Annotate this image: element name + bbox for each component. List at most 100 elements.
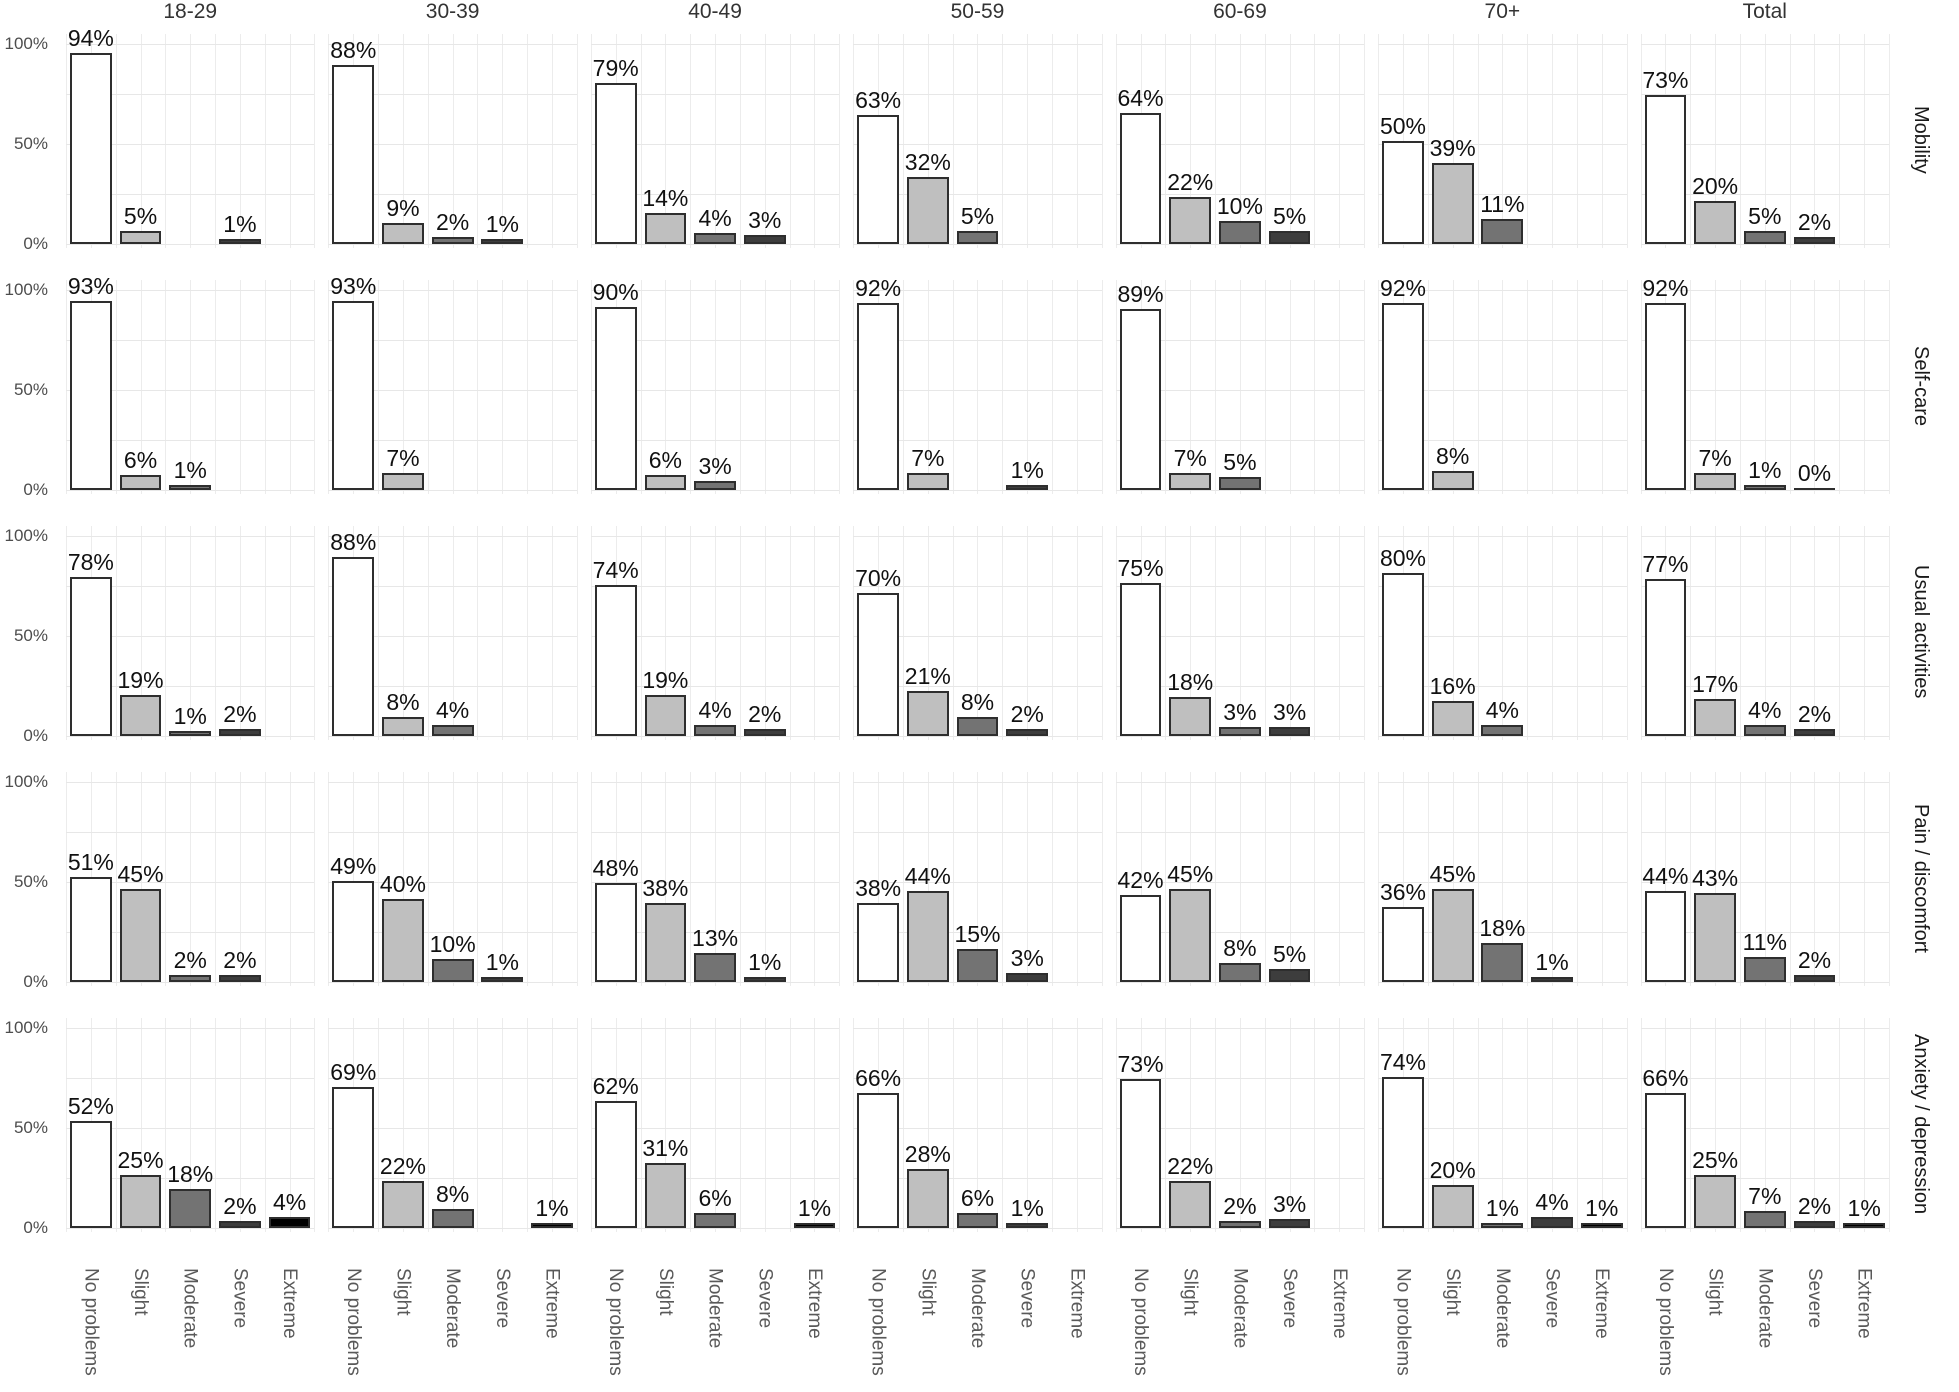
bar-moderate [169, 485, 212, 490]
gridline-vertical [789, 34, 791, 248]
gridline-vertical [839, 1018, 841, 1232]
x-axis-label-slot: Moderate [1215, 1268, 1265, 1392]
bar-value-label: 2% [748, 701, 782, 727]
bar-no-problems [1644, 303, 1687, 490]
bar-slot: 80% [1378, 522, 1428, 742]
bar-severe [1793, 1221, 1836, 1228]
gridline-vertical [690, 34, 692, 248]
bar-slot: 1% [1478, 1014, 1528, 1234]
gridline-horizontal [1115, 536, 1365, 537]
gridline-vertical [140, 280, 142, 494]
x-axis-label-slot: Moderate [953, 1268, 1003, 1392]
bar-slot: 64% [1116, 30, 1166, 250]
facet-panel: 74% 20% 1% 4% 1% [1378, 1014, 1628, 1234]
facet-column-header: 70+ [1484, 0, 1521, 23]
bar-slot: 51% [66, 768, 116, 988]
bar-value-label: 4% [1748, 697, 1782, 723]
gridline-vertical [690, 772, 692, 986]
bar-severe [1006, 485, 1049, 490]
facet-row-label: Usual activities [1910, 565, 1932, 699]
gridline-horizontal [1115, 490, 1365, 491]
x-axis-label-slot: Extreme [790, 1268, 840, 1392]
x-axis-label-slot: No problems [591, 1268, 641, 1392]
bar-slot: 4% [1527, 1014, 1577, 1234]
facet-panel: 78% 19% 1% 2% [66, 522, 316, 742]
bar-group: 93% 6% 1% [66, 275, 315, 496]
bar-slot: 5% [1215, 276, 1265, 496]
bar-slot: 2% [215, 522, 265, 742]
bar-slot [265, 276, 315, 496]
bar-no-problems [857, 903, 899, 982]
gridline-vertical [1052, 772, 1054, 986]
bar-value-label: 11% [1480, 191, 1525, 217]
gridline-vertical [264, 772, 266, 986]
bar-slot [1314, 30, 1364, 250]
bar-value-label: 1% [797, 1195, 832, 1221]
gridline-horizontal [66, 882, 315, 883]
gridline-vertical [902, 34, 904, 248]
gridline-horizontal [1378, 736, 1627, 737]
gridline-vertical [1115, 772, 1117, 986]
gridline-vertical [1402, 772, 1404, 986]
gridline-vertical [190, 280, 192, 494]
gridline-vertical [1115, 1018, 1117, 1232]
gridline-horizontal [66, 440, 315, 441]
bar-slot: 3% [740, 30, 790, 250]
bar-value-label: 73% [1642, 67, 1689, 93]
bar-slot: 1% [1839, 1014, 1889, 1234]
gridline-vertical [927, 280, 929, 494]
x-axis-tick-label: Moderate [967, 1268, 988, 1349]
gridline-vertical [853, 526, 855, 740]
gridline-horizontal [1640, 636, 1889, 637]
gridline-vertical [378, 34, 380, 248]
gridline-vertical [764, 526, 766, 740]
bar-slot: 10% [428, 768, 478, 988]
bar-value-label: 36% [1379, 879, 1426, 905]
bar-slot: 3% [690, 276, 740, 496]
gridline-horizontal [1378, 1178, 1627, 1179]
bar-slot: 2% [428, 30, 478, 250]
gridline-vertical [1889, 280, 1890, 494]
bar-value-label: 22% [1167, 169, 1214, 195]
bar-slot: 22% [1165, 30, 1215, 250]
bar-value-label: 90% [592, 279, 639, 305]
facet-column-header: 60-69 [1213, 0, 1267, 23]
bar-value-label: 5% [1748, 203, 1782, 229]
gridline-vertical [590, 280, 592, 494]
gridline-vertical [1339, 280, 1341, 494]
gridline-vertical [590, 1018, 592, 1232]
facet-panel: 94% 5% 1% [66, 27, 316, 250]
y-axis: 100% 50% 0% [0, 1014, 52, 1260]
gridline-vertical [1502, 1018, 1504, 1232]
gridline-vertical [1690, 34, 1692, 248]
gridline-vertical [878, 772, 880, 986]
bar-slot [477, 522, 527, 742]
gridline-vertical [452, 772, 454, 986]
gridline-vertical [378, 772, 380, 986]
gridline-vertical [853, 772, 855, 986]
gridline-vertical [314, 280, 316, 494]
bar-slot: 8% [428, 1014, 478, 1234]
gridline-vertical [1764, 280, 1766, 494]
gridline-vertical [739, 1018, 741, 1232]
bar-value-label: 1% [1010, 1195, 1044, 1221]
bar-slot [790, 768, 840, 988]
gridline-vertical [289, 280, 291, 494]
bar-value-label: 43% [1692, 865, 1739, 891]
bar-value-label: 2% [1797, 701, 1832, 727]
bar-group: 92% 7% 1% 0% [1641, 276, 1889, 496]
gridline-horizontal [853, 94, 1102, 95]
bar-slot: 8% [378, 522, 428, 742]
bar-group: 44% 43% 11% 2% [1641, 768, 1889, 988]
gridline-vertical [115, 526, 117, 740]
bar-value-label: 52% [67, 1093, 114, 1119]
bar-value-label: 5% [1272, 941, 1307, 967]
gridline-vertical [1378, 280, 1380, 494]
gridline-vertical [452, 1018, 454, 1232]
bar-value-label: 74% [1379, 1049, 1426, 1075]
gridline-horizontal [853, 290, 1102, 291]
bar-slot: 52% [66, 1014, 116, 1234]
bar-slot: 92% [853, 276, 903, 496]
facet-panel: 38% 44% 15% 3% [853, 768, 1103, 988]
gridline-horizontal [328, 340, 577, 341]
